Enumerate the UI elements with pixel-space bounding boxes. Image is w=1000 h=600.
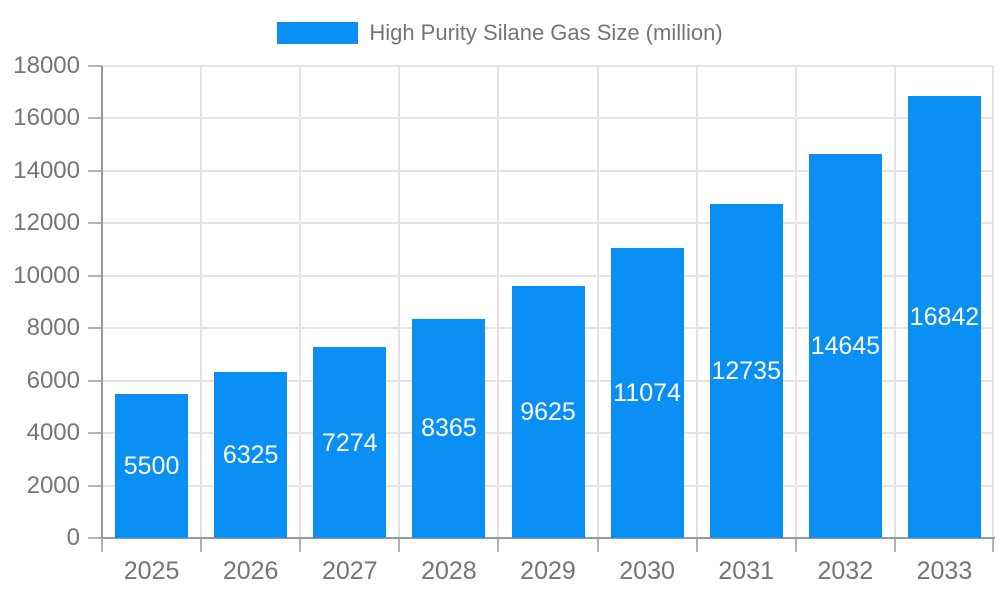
y-axis-label: 4000 [26, 419, 80, 447]
y-tick [88, 484, 102, 487]
x-gridline [596, 66, 599, 538]
y-tick [88, 222, 102, 225]
x-tick [992, 538, 994, 552]
x-axis-label: 2028 [421, 557, 477, 585]
x-axis-label: 2030 [619, 557, 675, 585]
y-axis-label: 10000 [13, 261, 80, 289]
y-tick [88, 117, 102, 120]
y-gridline [102, 222, 994, 225]
x-tick [596, 538, 599, 552]
x-axis-label: 2031 [718, 557, 775, 585]
x-gridline [992, 66, 994, 538]
bar-value-label: 8365 [421, 414, 477, 443]
y-axis-label: 14000 [13, 156, 80, 184]
legend-label: High Purity Silane Gas Size (million) [369, 20, 723, 45]
x-tick [398, 538, 401, 552]
x-axis-label: 2033 [916, 557, 973, 585]
x-tick [794, 538, 797, 552]
y-tick [88, 537, 102, 539]
y-axis-label: 6000 [26, 366, 80, 394]
x-axis-label: 2026 [222, 557, 279, 585]
x-gridline [497, 66, 500, 538]
x-gridline [893, 66, 896, 538]
y-gridline [102, 117, 994, 120]
bar-value-label: 16842 [909, 303, 980, 332]
x-tick [695, 538, 698, 552]
x-tick [200, 538, 203, 552]
legend-swatch [277, 22, 359, 44]
bar [214, 372, 288, 538]
bar [412, 318, 486, 538]
y-gridline [102, 65, 994, 67]
x-axis-line [101, 537, 995, 539]
bar-value-label: 9625 [520, 397, 576, 426]
y-axis-label: 12000 [13, 209, 80, 237]
x-axis-label: 2025 [123, 557, 180, 585]
bar [808, 153, 882, 538]
bar [709, 204, 783, 538]
x-axis-label: 2027 [321, 557, 378, 585]
y-tick [88, 327, 102, 330]
y-tick [88, 65, 102, 67]
x-tick [101, 538, 103, 552]
bar [115, 393, 189, 538]
bar-value-label: 6325 [222, 441, 279, 470]
x-tick [497, 538, 500, 552]
x-gridline [794, 66, 797, 538]
x-gridline [398, 66, 401, 538]
y-axis-line [101, 66, 103, 538]
x-tick [299, 538, 302, 552]
y-axis-label: 8000 [26, 314, 80, 342]
bar [313, 347, 387, 538]
bar-value-label: 11074 [613, 378, 681, 407]
x-axis-label: 2029 [520, 557, 576, 585]
y-gridline [102, 169, 994, 172]
chart-legend: High Purity Silane Gas Size (million) [0, 20, 1000, 46]
y-axis-label: 16000 [13, 104, 80, 132]
y-gridline [102, 274, 994, 277]
bar-value-label: 12735 [711, 357, 781, 386]
y-tick [88, 274, 102, 277]
y-tick [88, 432, 102, 435]
y-axis-label: 2000 [26, 471, 80, 499]
x-gridline [299, 66, 302, 538]
bar-value-label: 14645 [810, 331, 881, 360]
bar-value-label: 7274 [321, 428, 378, 457]
bar-value-label: 5500 [123, 451, 180, 480]
bar [907, 96, 981, 538]
y-axis-label: 0 [66, 524, 80, 551]
plot-area: 0 2000 4000 6000 8000 10000 12000 14000 16000 180… [13, 52, 995, 585]
bar [610, 247, 684, 538]
x-tick [893, 538, 896, 552]
y-tick [88, 169, 102, 172]
y-tick [88, 379, 102, 382]
y-axis-label: 18000 [13, 52, 80, 79]
x-axis-label: 2032 [817, 557, 874, 585]
x-gridline [200, 66, 203, 538]
bar [511, 285, 585, 538]
x-gridline [695, 66, 698, 538]
